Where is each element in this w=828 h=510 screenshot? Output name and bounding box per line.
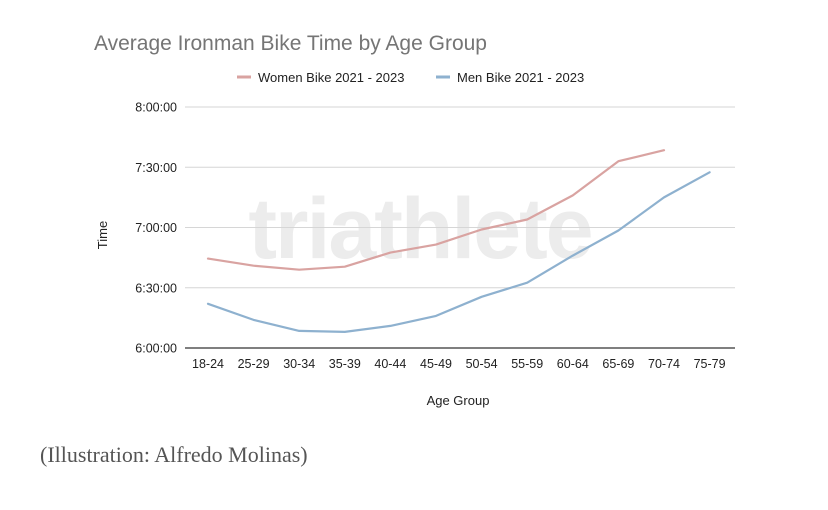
line-chart-svg: Average Ironman Bike Time by Age Group W… — [94, 32, 735, 408]
y-tick-label: 6:30:00 — [135, 281, 177, 295]
legend-label-men: Men Bike 2021 - 2023 — [457, 70, 584, 85]
series-line-women — [206, 149, 666, 271]
legend-label-women: Women Bike 2021 - 2023 — [258, 70, 404, 85]
y-axis-label: Time — [95, 221, 110, 249]
y-tick-label: 7:00:00 — [135, 221, 177, 235]
series-line-men — [206, 171, 711, 333]
gridlines — [185, 106, 735, 349]
x-tick-label: 35-39 — [329, 357, 361, 371]
y-tick-label: 8:00:00 — [135, 101, 177, 115]
y-tick-label: 7:30:00 — [135, 161, 177, 175]
series-lines — [206, 149, 711, 333]
x-tick-label: 40-44 — [374, 357, 406, 371]
x-tick-label: 30-34 — [283, 357, 315, 371]
x-tick-label: 45-49 — [420, 357, 452, 371]
x-tick-label: 70-74 — [648, 357, 680, 371]
x-tick-label: 55-59 — [511, 357, 543, 371]
chart: Average Ironman Bike Time by Age Group W… — [94, 32, 735, 408]
y-tick-label: 6:00:00 — [135, 342, 177, 356]
x-tick-label: 50-54 — [466, 357, 498, 371]
y-axis-ticks: 6:00:00 6:30:00 7:00:00 7:30:00 8:00:00 — [135, 101, 177, 356]
x-axis-ticks: 18-24 25-29 30-34 35-39 40-44 45-49 50-54 55-59… — [192, 357, 726, 371]
chart-title: Average Ironman Bike Time by Age Group — [94, 32, 487, 55]
watermark-text: triathlete — [248, 181, 591, 277]
x-tick-label: 60-64 — [557, 357, 589, 371]
x-tick-label: 18-24 — [192, 357, 224, 371]
x-tick-label: 25-29 — [238, 357, 270, 371]
x-axis-label: Age Group — [427, 393, 490, 408]
x-tick-label: 75-79 — [694, 357, 726, 371]
legend: Women Bike 2021 - 2023 Men Bike 2021 - 2… — [237, 70, 584, 85]
image-caption: (Illustration: Alfredo Molinas) — [40, 442, 308, 467]
x-tick-label: 65-69 — [602, 357, 634, 371]
